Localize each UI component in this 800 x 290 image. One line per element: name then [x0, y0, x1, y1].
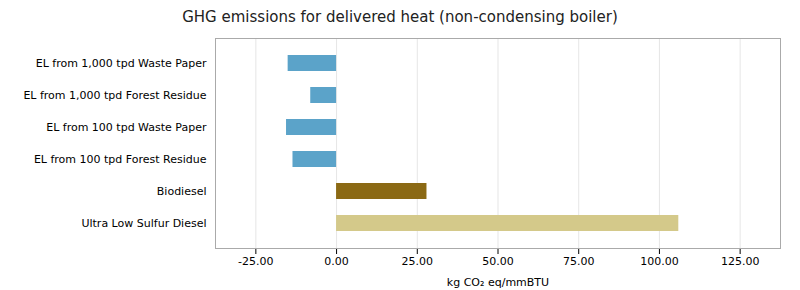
svg-text:EL from 100 tpd Waste Paper: EL from 100 tpd Waste Paper [46, 121, 207, 134]
svg-text:0.00: 0.00 [324, 255, 349, 268]
svg-text:kg CO₂ eq/mmBTU: kg CO₂ eq/mmBTU [447, 276, 549, 289]
svg-text:-25.00: -25.00 [238, 255, 273, 268]
svg-text:EL from 1,000 tpd Waste Paper: EL from 1,000 tpd Waste Paper [36, 57, 207, 70]
html-text:GHG emissions for delivered he: GHG emissions for delivered heat (non-co… [182, 8, 618, 26]
svg-text:75.00: 75.00 [563, 255, 595, 268]
svg-text:EL from 100 tpd Forest Residue: EL from 100 tpd Forest Residue [34, 153, 207, 166]
svg-text:100.00: 100.00 [640, 255, 679, 268]
svg-text:25.00: 25.00 [402, 255, 434, 268]
svg-text:Biodiesel: Biodiesel [157, 185, 207, 198]
svg-text:Ultra Low Sulfur Diesel: Ultra Low Sulfur Diesel [81, 217, 206, 230]
svg-text:50.00: 50.00 [482, 255, 514, 268]
svg-text:125.00: 125.00 [721, 255, 760, 268]
svg-text:EL from 1,000 tpd Forest Resid: EL from 1,000 tpd Forest Residue [23, 89, 206, 102]
